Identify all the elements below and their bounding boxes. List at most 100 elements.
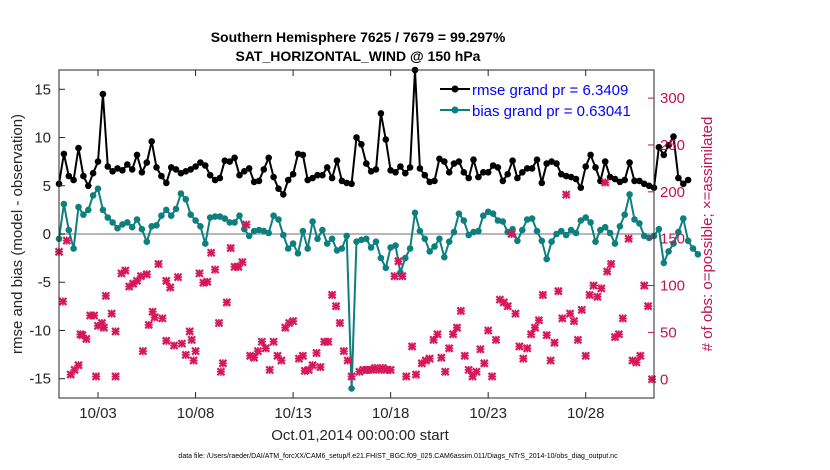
obs-assimilated-marker [99, 323, 109, 332]
obs-assimilated-marker [511, 309, 520, 318]
bias-point [382, 264, 390, 272]
bias-point [592, 238, 599, 245]
y-tick-label: -5 [38, 274, 51, 291]
bias-point [284, 245, 292, 252]
rmse-point [241, 168, 248, 175]
bias-point [431, 243, 438, 250]
rmse-point [519, 169, 526, 176]
obs-assimilated-marker [573, 335, 583, 345]
bias-point [582, 214, 589, 221]
bias-point [392, 242, 399, 249]
rmse-point [163, 179, 170, 187]
y-tick-label: -15 [29, 371, 51, 388]
rmse-point [553, 160, 560, 167]
obs-assimilated-marker [58, 297, 68, 306]
bias-point [187, 211, 194, 218]
obs-assimilated-marker [600, 178, 610, 187]
obs-assimilated-marker [401, 372, 411, 381]
rmse-point [626, 159, 633, 166]
obs-assimilated-marker [308, 360, 317, 370]
obs-assimilated-marker [483, 326, 493, 335]
obs-assimilated-marker [589, 281, 598, 290]
bias-point [416, 227, 424, 235]
bias-point [567, 226, 575, 234]
obs-assimilated-marker [386, 365, 395, 375]
y-axis-left: -15 -10 -5 0 5 10 15 [29, 81, 65, 388]
rmse-point [202, 162, 209, 169]
rmse-point [99, 90, 107, 98]
obs-assimilated-marker [189, 356, 198, 365]
obs-assimilated-marker [142, 270, 152, 279]
legend-box [436, 76, 648, 122]
legend-rmse-label: rmse grand pr = 6.3409 [472, 82, 628, 99]
obs-assimilated-marker [107, 309, 116, 318]
obs-assimilated-marker [101, 291, 111, 301]
obs-assimilated-marker [74, 360, 83, 370]
obs-assimilated-marker [624, 234, 633, 243]
y-axis-right: 0 50 100 150 200 250 300 [648, 90, 685, 388]
y-axis-label: rmse and bias (model - observation) [9, 114, 26, 354]
bias-point [89, 192, 97, 199]
bias-point [231, 219, 238, 226]
obs-assimilated-marker [150, 313, 159, 322]
y-tick-label: 10 [34, 130, 51, 147]
obs-assimilated-marker [253, 346, 263, 356]
bias-point [70, 245, 77, 252]
bias-point [314, 235, 321, 243]
bias-point [319, 226, 326, 234]
series-obs-assimilated [54, 178, 657, 384]
bias-point [124, 219, 131, 226]
bias-point [494, 217, 502, 224]
bias-point [250, 227, 258, 235]
obs-assimilated-marker [394, 256, 403, 266]
obs-assimilated-marker [165, 283, 175, 292]
bias-point [65, 226, 73, 234]
series-rmse [55, 66, 692, 198]
obs-assimilated-marker [526, 329, 536, 339]
legend-bias-marker [451, 106, 459, 114]
rmse-point [665, 141, 672, 149]
y-right-tick-label: 300 [660, 90, 685, 107]
bias-point [626, 191, 633, 198]
rmse-point [216, 174, 224, 182]
obs-assimilated-marker [593, 292, 602, 302]
rmse-point [621, 176, 628, 184]
bias-point [163, 206, 170, 214]
x-tick-label: 10/13 [274, 405, 312, 422]
obs-assimilated-marker [144, 320, 154, 330]
bias-point [75, 203, 82, 211]
obs-assimilated-marker [162, 276, 171, 286]
rmse-point [470, 156, 477, 163]
bias-point [660, 259, 668, 267]
bias-point [441, 253, 448, 261]
x-tick-label: 10/18 [372, 405, 410, 422]
rmse-point [85, 182, 92, 190]
obs-assimilated-marker [191, 346, 200, 356]
bias-point [363, 235, 370, 243]
rmse-point [226, 158, 233, 165]
obs-assimilated-marker [542, 330, 551, 340]
obs-assimilated-marker [202, 277, 212, 287]
bias-point [470, 228, 477, 236]
bias-point [172, 205, 180, 213]
bias-point [275, 216, 282, 223]
obs-assimilated-marker [464, 365, 473, 375]
bias-point [572, 229, 580, 237]
rmse-point [528, 165, 536, 172]
rmse-point [475, 173, 482, 181]
bias-point [562, 231, 570, 239]
x-tick-label: 10/08 [177, 405, 215, 422]
obs-assimilated-marker [261, 344, 271, 353]
bias-point [270, 212, 277, 219]
bias-point [655, 225, 663, 233]
rmse-point [363, 160, 370, 167]
bias-point [358, 236, 365, 244]
obs-assimilated-marker [614, 329, 624, 339]
bias-point [177, 190, 185, 197]
obs-assimilated-marker [216, 367, 226, 377]
rmse-point [270, 173, 277, 181]
bias-point [128, 223, 136, 231]
obs-assimilated-marker [277, 356, 286, 365]
rmse-point [680, 180, 687, 188]
